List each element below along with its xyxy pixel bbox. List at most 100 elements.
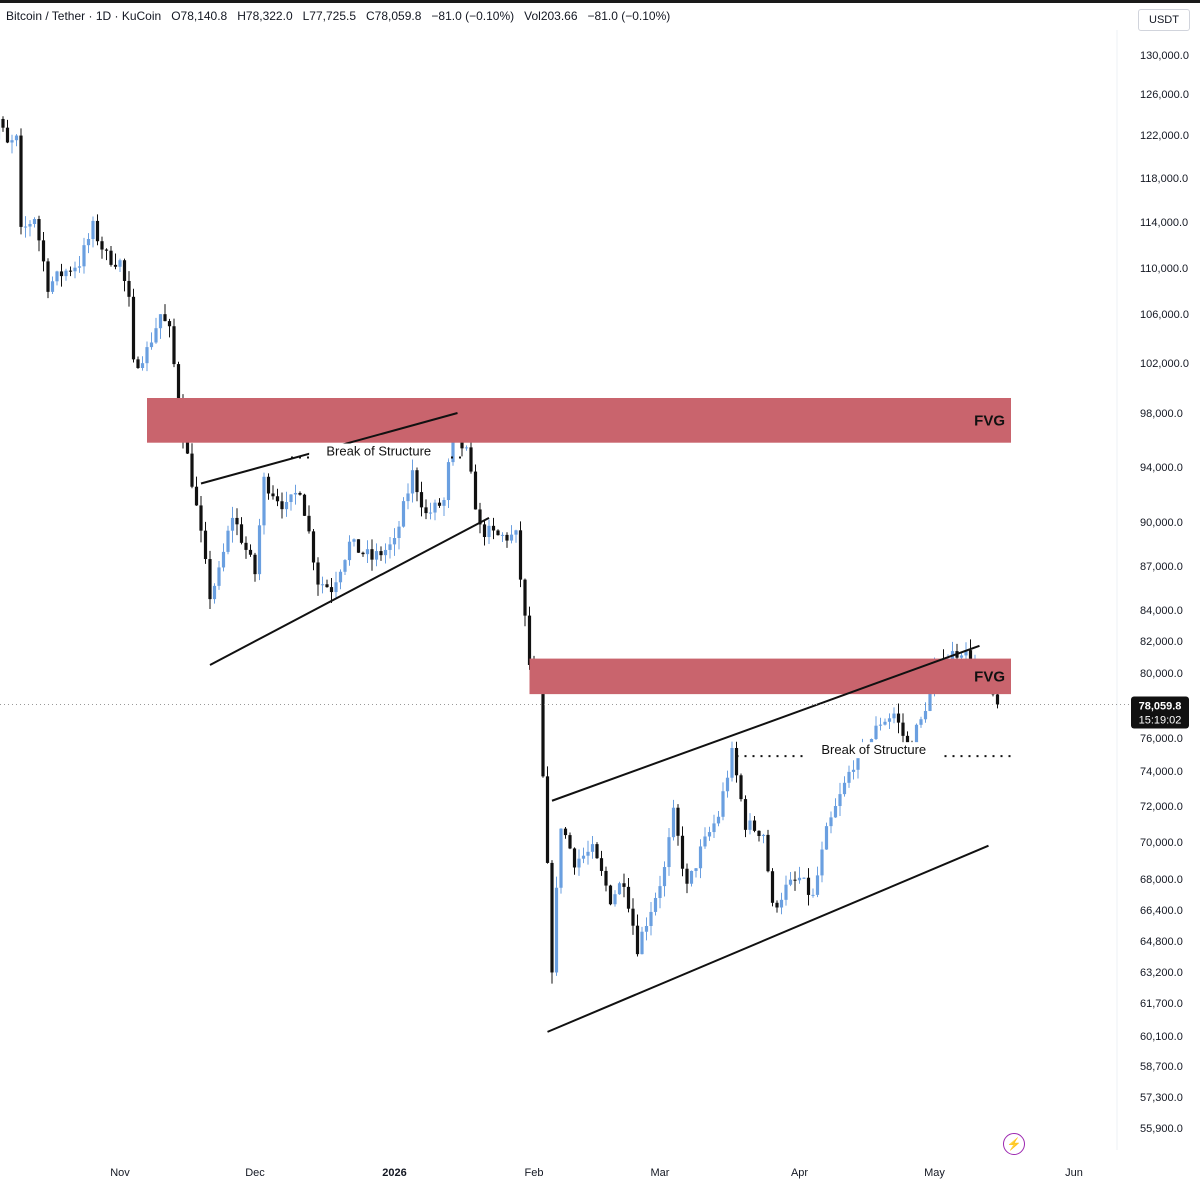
candle [541, 689, 545, 778]
candle [779, 892, 784, 915]
candle [847, 765, 851, 788]
candle [824, 822, 829, 850]
candle [203, 521, 208, 564]
candle [248, 544, 253, 557]
candle [253, 552, 257, 582]
y-tick-label: 66,400.0 [1140, 905, 1183, 917]
y-tick-label: 72,000.0 [1140, 801, 1183, 813]
fvg-label: FVG [974, 412, 1005, 429]
candle [464, 445, 469, 451]
candle [442, 497, 446, 516]
structure-label: Break of Structure [326, 444, 431, 459]
y-tick-label: 90,000.0 [1140, 517, 1183, 529]
candle [793, 871, 797, 891]
y-tick-label: 98,000.0 [1140, 408, 1183, 420]
candle [163, 304, 167, 322]
y-tick-label: 57,300.0 [1140, 1092, 1183, 1104]
candle [784, 875, 788, 906]
candle [158, 314, 163, 339]
candle [19, 128, 23, 235]
candle [640, 926, 644, 955]
candle [118, 258, 122, 273]
candle [379, 546, 383, 561]
candle [833, 798, 838, 818]
candle [95, 214, 100, 246]
candle [244, 536, 248, 559]
candle [514, 529, 518, 543]
candle [167, 318, 172, 338]
candle [424, 499, 428, 520]
candle [437, 498, 442, 508]
symbol-title[interactable]: Bitcoin / Tether · 1D · KuCoin [6, 9, 162, 23]
fvg-label: FVG [974, 668, 1005, 685]
x-tick-label: Mar [651, 1167, 670, 1179]
candle [644, 917, 649, 941]
candle [329, 577, 334, 604]
candle [10, 134, 14, 154]
candle [325, 579, 329, 588]
candle [518, 521, 523, 588]
candle [874, 716, 878, 740]
y-tick-label: 114,000.0 [1140, 217, 1188, 229]
candle [343, 559, 347, 575]
candle [230, 506, 235, 543]
currency-selector[interactable]: USDT [1138, 9, 1190, 31]
candle [676, 804, 680, 846]
last-price-tag [1131, 696, 1189, 729]
ohlc-high: H78,322.0 [237, 9, 293, 23]
candle [406, 483, 410, 510]
candle [50, 276, 55, 295]
candle [653, 892, 658, 916]
candle [509, 525, 514, 544]
candle [563, 827, 568, 839]
candle [275, 488, 280, 507]
candle [104, 248, 109, 261]
fvg-zone [529, 658, 1011, 695]
candle [113, 253, 118, 270]
candle [482, 520, 487, 546]
price-axis[interactable]: 130,000.0 126,000.0 122,000.0 118,000.0 114,… [1140, 50, 1189, 1135]
candle [703, 827, 707, 849]
candle [748, 813, 752, 835]
candle [577, 849, 581, 876]
candle [212, 583, 217, 604]
x-tick-label: 2026 [382, 1167, 406, 1179]
x-tick-label: Jun [1065, 1167, 1083, 1179]
last-price-value: 78,059.8 [1139, 701, 1182, 713]
candle [469, 439, 473, 474]
candle [302, 493, 307, 516]
y-tick-label: 60,100.0 [1140, 1031, 1183, 1043]
y-tick-label: 58,700.0 [1140, 1061, 1183, 1073]
candle [554, 876, 559, 976]
y-tick-label: 122,000.0 [1140, 130, 1189, 142]
candle [802, 877, 806, 879]
candle [595, 842, 599, 859]
candle [689, 870, 694, 887]
candle [766, 829, 770, 873]
candle [734, 741, 739, 783]
candle [608, 884, 613, 906]
candle [86, 233, 91, 254]
y-tick-label: 84,000.0 [1140, 605, 1183, 617]
candle [581, 847, 586, 864]
structure-label-bg [309, 443, 449, 460]
candle [401, 497, 406, 528]
candle [68, 266, 73, 277]
volume-change: −81.0 (−0.10%) [587, 9, 671, 23]
candle [842, 776, 847, 797]
x-tick-label: Feb [525, 1167, 544, 1179]
y-tick-label: 82,000.0 [1140, 636, 1183, 648]
y-tick-label: 130,000.0 [1140, 50, 1189, 62]
time-axis[interactable]: Nov Dec 2026 Feb Mar Apr May Jun [110, 1167, 1083, 1179]
candle [23, 216, 28, 238]
candle [347, 535, 352, 566]
candle [109, 246, 113, 267]
candle [77, 255, 82, 273]
candle [28, 220, 32, 237]
candle [289, 494, 293, 511]
candle [262, 472, 266, 535]
y-tick-label: 70,000.0 [1140, 837, 1183, 849]
lightning-icon[interactable]: ⚡ [1003, 1133, 1025, 1155]
candle [226, 525, 230, 555]
